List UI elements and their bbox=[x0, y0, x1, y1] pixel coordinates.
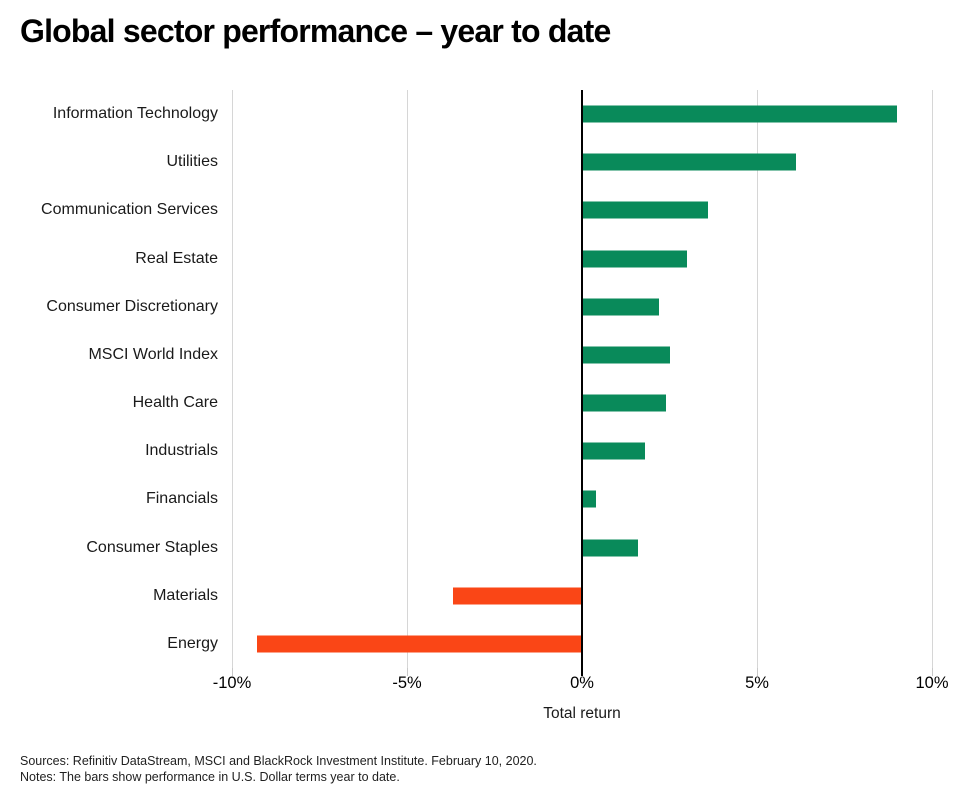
bar-health-care bbox=[582, 394, 666, 412]
x-tick-label: -10% bbox=[212, 674, 252, 692]
chart-row-industrials bbox=[232, 427, 932, 475]
category-label-real-estate: Real Estate bbox=[135, 249, 218, 267]
gridline bbox=[407, 90, 408, 668]
bar-consumer-staples bbox=[582, 539, 638, 557]
footer: Sources: Refinitiv DataStream, MSCI and … bbox=[20, 753, 537, 785]
bar-information-technology bbox=[582, 105, 897, 123]
gridline bbox=[232, 90, 233, 668]
chart-row-health-care bbox=[232, 379, 932, 427]
category-label-utilities: Utilities bbox=[166, 153, 218, 171]
bar-communication-services bbox=[582, 201, 708, 219]
category-label-materials: Materials bbox=[153, 586, 218, 604]
axis-tick bbox=[932, 668, 933, 676]
chart-row-energy bbox=[232, 620, 932, 668]
category-label-information-technology: Information Technology bbox=[52, 105, 218, 123]
gridline bbox=[757, 90, 758, 668]
bar-real-estate bbox=[582, 250, 687, 268]
chart-row-consumer-discretionary bbox=[232, 283, 932, 331]
x-tick-label: -5% bbox=[392, 674, 422, 692]
category-label-energy: Energy bbox=[167, 634, 218, 652]
axis-tick bbox=[757, 668, 758, 676]
chart-row-consumer-staples bbox=[232, 524, 932, 572]
category-label-health-care: Health Care bbox=[132, 394, 218, 412]
chart-title: Global sector performance – year to date bbox=[20, 13, 611, 49]
x-tick-label: 5% bbox=[745, 674, 769, 692]
bar-consumer-discretionary bbox=[582, 298, 659, 316]
chart-row-utilities bbox=[232, 138, 932, 186]
notes-line: Notes: The bars show performance in U.S.… bbox=[20, 770, 400, 784]
gridline bbox=[932, 90, 933, 668]
chart-row-financials bbox=[232, 475, 932, 523]
chart-row-msci-world-index bbox=[232, 331, 932, 379]
bar-industrials bbox=[582, 442, 645, 460]
plot-area bbox=[232, 90, 933, 676]
x-tick-label: 10% bbox=[915, 674, 949, 692]
bars-container bbox=[232, 90, 932, 668]
sources-line: Sources: Refinitiv DataStream, MSCI and … bbox=[20, 754, 537, 768]
axis-tick bbox=[232, 668, 233, 676]
category-label-communication-services: Communication Services bbox=[41, 201, 218, 219]
category-label-consumer-staples: Consumer Staples bbox=[86, 538, 218, 556]
axis-tick bbox=[407, 668, 408, 676]
category-label-msci-world-index: MSCI World Index bbox=[88, 345, 218, 363]
chart-row-materials bbox=[232, 572, 932, 620]
bar-msci-world-index bbox=[582, 346, 670, 364]
x-axis-label: Total return bbox=[543, 705, 621, 722]
x-tick-label: 0% bbox=[570, 674, 594, 692]
category-label-industrials: Industrials bbox=[145, 442, 218, 460]
bar-materials bbox=[452, 587, 582, 605]
bar-energy bbox=[256, 635, 582, 653]
category-label-financials: Financials bbox=[145, 490, 218, 508]
chart-row-communication-services bbox=[232, 186, 932, 234]
bar-financials bbox=[582, 490, 596, 508]
category-axis: Information Technology Utilities Communica… bbox=[0, 90, 218, 668]
zero-line bbox=[580, 90, 584, 676]
chart-row-information-technology bbox=[232, 90, 932, 138]
x-axis-tick-labels: -10% -5% 0% 5% 10% bbox=[213, 674, 949, 696]
category-label-consumer-discretionary: Consumer Discretionary bbox=[46, 297, 218, 315]
chart-row-real-estate bbox=[232, 235, 932, 283]
bar-utilities bbox=[582, 153, 796, 171]
